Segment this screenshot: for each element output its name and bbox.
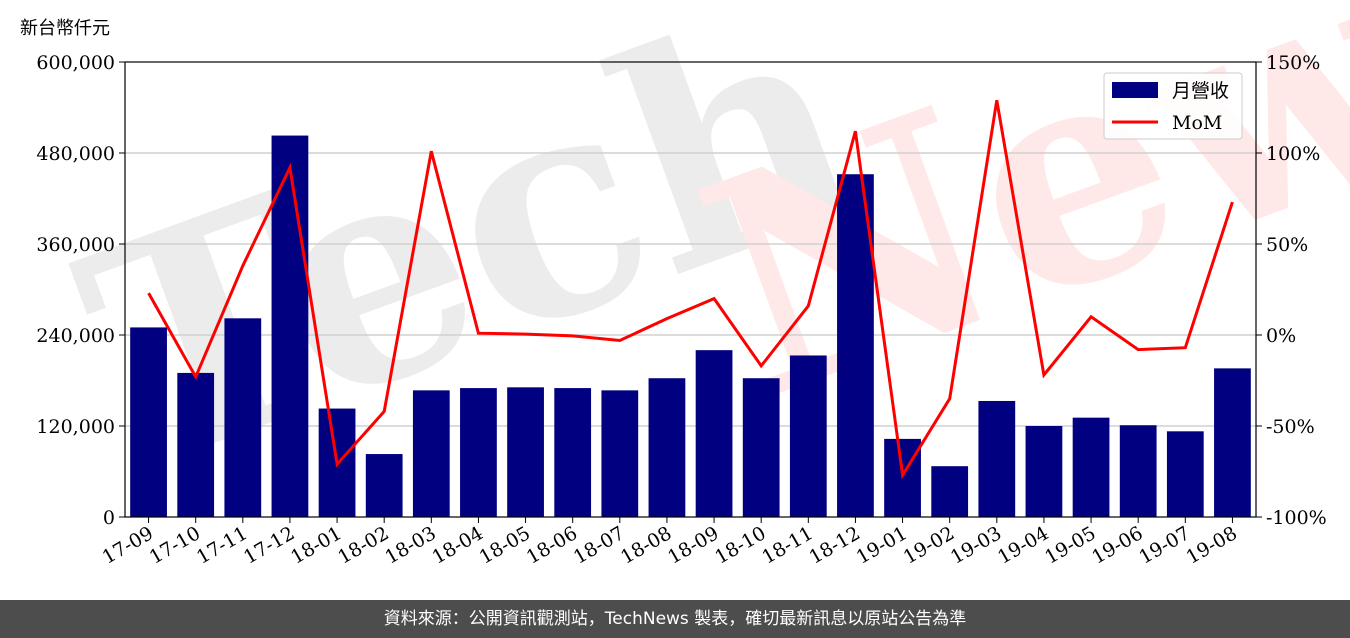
chart-canvas: Tech News 0 -100%120,000 -50%240,000 0%360,… [20, 0, 1350, 569]
bar [460, 388, 497, 517]
y-tick-label: 480,000 [36, 143, 115, 165]
bar [177, 372, 215, 517]
x-tick-label: 19-02 [900, 522, 958, 568]
mom-line [147, 99, 1234, 480]
x-tick-label: 19-06 [1088, 522, 1146, 568]
bars-group [130, 135, 1251, 517]
y-tick-label: 240,000 [36, 325, 115, 347]
x-tick-label: 19-05 [1041, 522, 1099, 568]
x-tick-label: 17-09 [99, 522, 157, 568]
x-tick-label: 18-04 [428, 522, 486, 568]
x-tick-label: 17-11 [193, 522, 251, 568]
y-tick-label: 0 [103, 507, 115, 529]
x-tick-label: 18-08 [617, 522, 675, 568]
bar [224, 318, 262, 517]
bar [1025, 426, 1063, 517]
bar [789, 355, 827, 517]
y-axis-label: 新台幣仟元 [20, 18, 110, 39]
bar [978, 400, 1016, 517]
x-tick-label: 18-10 [711, 522, 769, 568]
y2-tick-label: 150% [1266, 52, 1320, 74]
bar [130, 327, 167, 517]
x-tick-label: 19-07 [1135, 522, 1193, 568]
x-tick-label: 19-01 [853, 522, 911, 568]
x-tick-label: 19-03 [947, 522, 1005, 568]
x-tick-label: 18-09 [664, 522, 722, 568]
plot-frame [124, 61, 1257, 518]
bar [1166, 431, 1204, 517]
x-tick-label: 18-07 [570, 522, 628, 568]
bar [742, 378, 780, 517]
source-footer: 資料來源：公開資訊觀測站，TechNews 製表，確切最新訊息以原站公告為準 [0, 600, 1350, 638]
y2-tick-label: 100% [1266, 143, 1320, 165]
y-tick-label: 360,000 [36, 234, 115, 256]
x-tick-label: 18-01 [287, 522, 345, 568]
y2-tick-label: 0% [1266, 325, 1296, 347]
x-tick-label: 17-12 [240, 522, 298, 568]
legend: 月營收 MoM [1103, 72, 1243, 140]
bar [1072, 417, 1110, 517]
grid-lines [125, 152, 1256, 427]
bar [1214, 368, 1251, 517]
bar [1119, 425, 1157, 517]
legend-swatch-bar [1112, 82, 1158, 98]
x-tick-label: 18-12 [805, 522, 863, 568]
x-tick-label: 18-02 [334, 522, 392, 568]
bar [507, 387, 544, 517]
bar [695, 350, 733, 517]
mom-line-group [147, 99, 1234, 480]
bar [365, 454, 403, 517]
y-tick-label: 600,000 [36, 52, 115, 74]
bar [648, 378, 686, 517]
bar [271, 135, 309, 517]
bar [931, 466, 969, 517]
legend-label-line: MoM [1172, 112, 1222, 134]
legend-label-bar: 月營收 [1172, 80, 1229, 102]
x-tick-label: 18-03 [381, 522, 439, 568]
x-tick-label: 18-05 [476, 522, 534, 568]
y2-tick-label: -50% [1266, 416, 1315, 438]
y2-tick-label: -100% [1266, 507, 1327, 529]
x-tick-label: 18-11 [758, 522, 816, 568]
x-tick-label: 18-06 [523, 522, 581, 568]
x-tick-label: 19-04 [994, 522, 1052, 568]
x-tick-label: 19-08 [1182, 522, 1240, 568]
y2-tick-label: 50% [1266, 234, 1308, 256]
bar [554, 388, 592, 517]
bar [601, 390, 639, 517]
bar [412, 390, 450, 517]
y-tick-label: 120,000 [36, 416, 115, 438]
